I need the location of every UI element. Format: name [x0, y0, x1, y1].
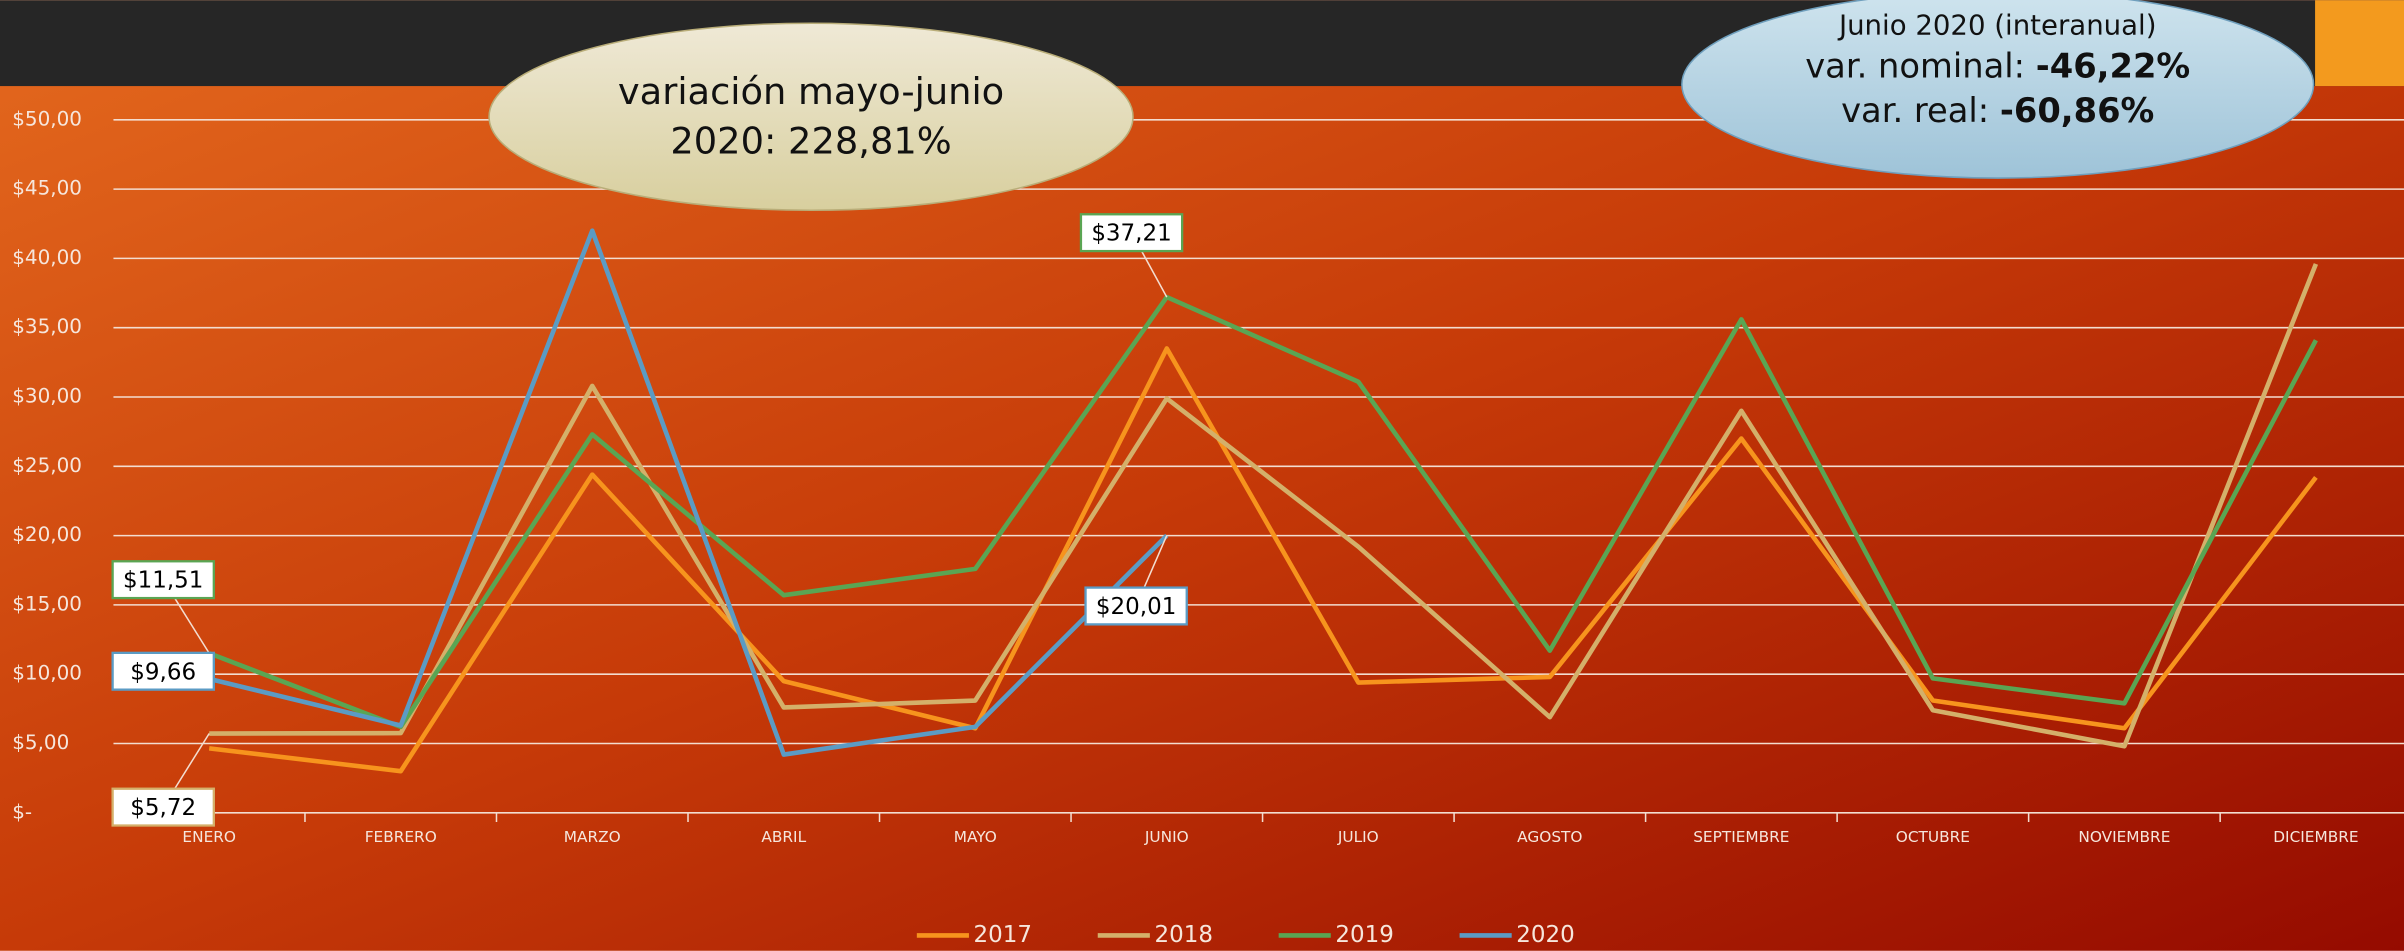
x-tick-label: AGOSTO — [1517, 828, 1582, 846]
annotation-text: 2020: 228,81% — [670, 119, 951, 162]
series-line — [208, 228, 1169, 757]
annotation-yearly: Junio 2020 (interanual) var. nominal: -4… — [1681, 0, 2315, 179]
annotation-bubble — [488, 22, 1134, 212]
label-box — [111, 651, 215, 691]
legend-label: 2017 — [974, 922, 1033, 948]
y-tick-label: $50,00 — [12, 107, 82, 130]
y-tick-label: $10,00 — [12, 662, 82, 685]
y-tick-label: $35,00 — [12, 315, 82, 338]
corner-accent — [2315, 0, 2404, 87]
y-tick-label: $- — [12, 800, 32, 823]
series-line — [208, 294, 2318, 730]
label-box — [111, 787, 215, 827]
annotation-value: -60,86% — [2000, 91, 2154, 130]
x-tick-label: JULIO — [1337, 828, 1379, 846]
y-tick-label: $20,00 — [12, 523, 82, 546]
x-tick-label: OCTUBRE — [1896, 828, 1970, 846]
plot: $- $5,00 $10,00 $15,00 $20,00 $25,00 $30,00 $35… — [12, 107, 2404, 948]
y-tick-label: $25,00 — [12, 454, 82, 477]
legend-label: 2020 — [1516, 922, 1575, 948]
data-label: $20,01 — [1096, 594, 1176, 620]
x-tick-label: MAYO — [954, 828, 997, 846]
y-tick-label: $5,00 — [12, 731, 69, 754]
x-tick-label: FEBRERO — [365, 828, 437, 846]
annotation-label: var. nominal: — [1805, 46, 2025, 85]
series-line — [209, 263, 2319, 749]
annotation-text: variación mayo-junio — [618, 70, 1004, 113]
label-box — [111, 560, 215, 600]
y-tick-label: $15,00 — [12, 592, 82, 615]
data-label: $11,51 — [123, 568, 203, 594]
annotation-text: var. nominal: -46,22% — [1805, 46, 2190, 85]
annotation-bubble — [1681, 0, 2315, 179]
data-label: $37,21 — [1091, 221, 1171, 247]
data-label: $9,66 — [130, 659, 196, 685]
legend-label: 2019 — [1335, 922, 1394, 948]
data-label: $5,72 — [130, 795, 196, 821]
annotation-label: var. real: — [1841, 91, 1989, 130]
annotation-monthly: variación mayo-junio 2020: 228,81% — [488, 22, 1134, 212]
legend-label: 2018 — [1154, 922, 1213, 948]
series-line — [208, 346, 2318, 774]
y-tick-label: $45,00 — [12, 177, 82, 200]
annotation-text: var. real: -60,86% — [1841, 91, 2154, 130]
annotation-value: -46,22% — [2036, 46, 2190, 85]
x-tick-label: MARZO — [564, 828, 621, 846]
x-tick-label: ENERO — [182, 828, 236, 846]
y-tick-label: $30,00 — [12, 385, 82, 408]
x-tick-label: NOVIEMBRE — [2078, 828, 2170, 846]
label-box — [1079, 213, 1184, 253]
x-tick-label: JUNIO — [1144, 828, 1189, 846]
annotation-text: Junio 2020 (interanual) — [1837, 8, 2157, 41]
x-tick-label: SEPTIEMBRE — [1693, 828, 1789, 846]
y-tick-label: $40,00 — [12, 246, 82, 269]
label-box — [1084, 586, 1188, 626]
x-tick-label: ABRIL — [761, 828, 806, 846]
x-tick-label: DICIEMBRE — [2273, 828, 2358, 846]
